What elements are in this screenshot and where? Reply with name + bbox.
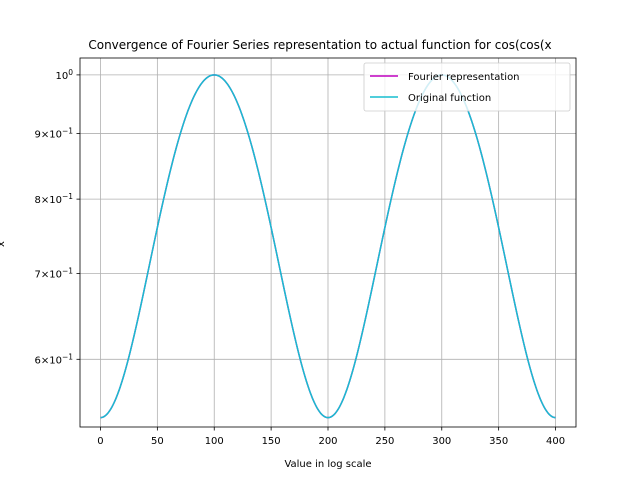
x-tick-label: 150 [262, 436, 281, 447]
x-tick-label: 400 [546, 436, 565, 447]
series-layer [100, 74, 556, 419]
x-tick-label: 350 [489, 436, 508, 447]
x-tick-label: 50 [151, 436, 164, 447]
y-tick-label: 8×10−1 [34, 192, 73, 206]
x-tick-label: 300 [432, 436, 451, 447]
y-tick-label: 100 [55, 68, 73, 82]
x-axis-title: Value in log scale [284, 459, 371, 470]
y-tick-label: 7×10−1 [34, 266, 73, 280]
x-tick-label: 0 [97, 436, 103, 447]
y-tick-label: 6×10−1 [34, 352, 73, 366]
chart-title: Convergence of Fourier Series representa… [88, 38, 551, 52]
x-tick-label: 250 [375, 436, 394, 447]
series-line-original [100, 74, 556, 419]
y-tick-label: 9×10−1 [34, 127, 73, 141]
x-axis: 0 50 100 150 200 250 300 350 400 [97, 427, 565, 447]
legend-label: Fourier representation [408, 72, 520, 83]
legend-box [363, 62, 571, 112]
x-tick-label: 200 [318, 436, 337, 447]
x-tick-label: 100 [205, 436, 224, 447]
legend: Fourier representation Original function [363, 62, 571, 112]
y-axis: 6×10−1 7×10−1 8×10−1 9×10−1 100 [34, 68, 80, 366]
legend-label: Original function [408, 93, 491, 104]
y-axis-title: x [0, 241, 7, 247]
